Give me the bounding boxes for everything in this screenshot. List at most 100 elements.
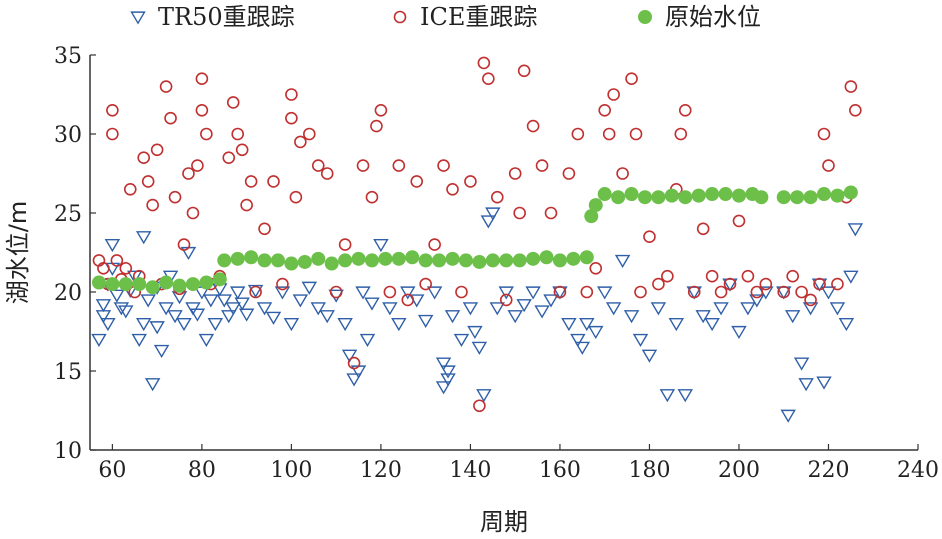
data-point xyxy=(490,190,504,204)
data-point xyxy=(172,278,187,293)
data-point xyxy=(777,285,791,299)
x-tick-label: 160 xyxy=(539,458,581,483)
data-point xyxy=(338,253,353,268)
data-point xyxy=(285,111,298,125)
y-tick-label: 10 xyxy=(54,439,82,464)
data-point xyxy=(539,250,554,265)
data-point xyxy=(391,318,407,332)
data-point xyxy=(203,294,219,308)
data-point xyxy=(95,310,112,324)
data-point xyxy=(435,357,452,371)
data-point xyxy=(784,310,801,324)
data-point xyxy=(146,198,159,212)
y-tick-label: 35 xyxy=(54,44,82,69)
data-point xyxy=(472,254,487,269)
data-point xyxy=(186,206,200,220)
data-point xyxy=(180,246,197,261)
data-point xyxy=(637,190,652,205)
data-point xyxy=(803,190,818,205)
data-point xyxy=(294,135,307,149)
data-point xyxy=(432,253,447,268)
data-point xyxy=(410,175,424,188)
data-point xyxy=(759,277,773,291)
data-point xyxy=(91,275,106,290)
data-point xyxy=(374,104,388,117)
data-point xyxy=(526,119,540,133)
data-point xyxy=(150,143,164,157)
y-axis-label: 湖水位/m xyxy=(4,201,32,304)
data-point xyxy=(337,318,353,332)
data-point xyxy=(217,253,232,268)
data-point xyxy=(364,297,380,311)
x-tick-label: 180 xyxy=(628,458,670,483)
data-point xyxy=(817,187,832,202)
data-point xyxy=(106,127,119,141)
data-point xyxy=(199,275,214,290)
data-point xyxy=(822,159,835,172)
series-3 xyxy=(91,185,858,295)
data-point xyxy=(177,238,191,251)
data-point xyxy=(292,294,309,308)
data-point xyxy=(793,357,810,371)
data-point xyxy=(324,256,339,271)
data-point xyxy=(561,318,577,332)
data-point xyxy=(144,378,161,392)
data-point xyxy=(829,302,846,316)
data-point xyxy=(731,325,747,340)
data-point xyxy=(602,127,616,141)
data-point xyxy=(723,277,737,291)
x-tick-label: 60 xyxy=(98,458,126,483)
data-point xyxy=(632,333,649,347)
data-point xyxy=(705,187,720,202)
data-point xyxy=(405,250,420,265)
data-point xyxy=(455,285,468,299)
data-point xyxy=(356,159,370,172)
data-point xyxy=(97,261,110,275)
data-point xyxy=(695,310,711,324)
data-point xyxy=(705,269,719,283)
data-point xyxy=(507,310,523,324)
data-point xyxy=(391,251,406,266)
data-point xyxy=(351,251,366,266)
data-point xyxy=(732,214,746,228)
data-point xyxy=(400,286,416,300)
data-point xyxy=(462,302,479,316)
data-point xyxy=(91,333,107,347)
data-point xyxy=(226,96,240,109)
data-point xyxy=(749,294,765,308)
data-point xyxy=(508,167,522,180)
data-point xyxy=(847,223,864,237)
data-point xyxy=(435,381,452,395)
data-point xyxy=(668,318,685,332)
data-point xyxy=(661,269,674,283)
plot-area xyxy=(91,56,864,423)
legend-label: ICE重跟踪 xyxy=(420,3,537,31)
data-point xyxy=(605,302,622,316)
data-point xyxy=(444,310,461,324)
data-point xyxy=(598,104,612,117)
data-point xyxy=(240,198,253,212)
y-tick-label: 25 xyxy=(54,202,82,227)
data-point xyxy=(740,302,756,316)
data-point xyxy=(552,253,567,268)
data-point xyxy=(364,253,379,268)
data-point xyxy=(303,127,316,141)
data-point xyxy=(320,167,334,180)
data-point xyxy=(319,310,335,324)
x-tick-label: 100 xyxy=(270,458,312,483)
data-point xyxy=(185,302,201,316)
data-point xyxy=(106,104,119,117)
data-point xyxy=(440,373,456,387)
data-point xyxy=(341,349,358,363)
data-point xyxy=(145,280,160,295)
data-point xyxy=(135,318,152,332)
data-point xyxy=(310,302,326,316)
data-point xyxy=(382,302,398,316)
data-point xyxy=(579,250,594,265)
data-point xyxy=(813,277,826,291)
data-point xyxy=(580,285,594,299)
legend-label: 原始水位 xyxy=(665,3,761,31)
data-point xyxy=(795,285,808,299)
data-point xyxy=(816,376,832,390)
data-point xyxy=(365,190,379,204)
